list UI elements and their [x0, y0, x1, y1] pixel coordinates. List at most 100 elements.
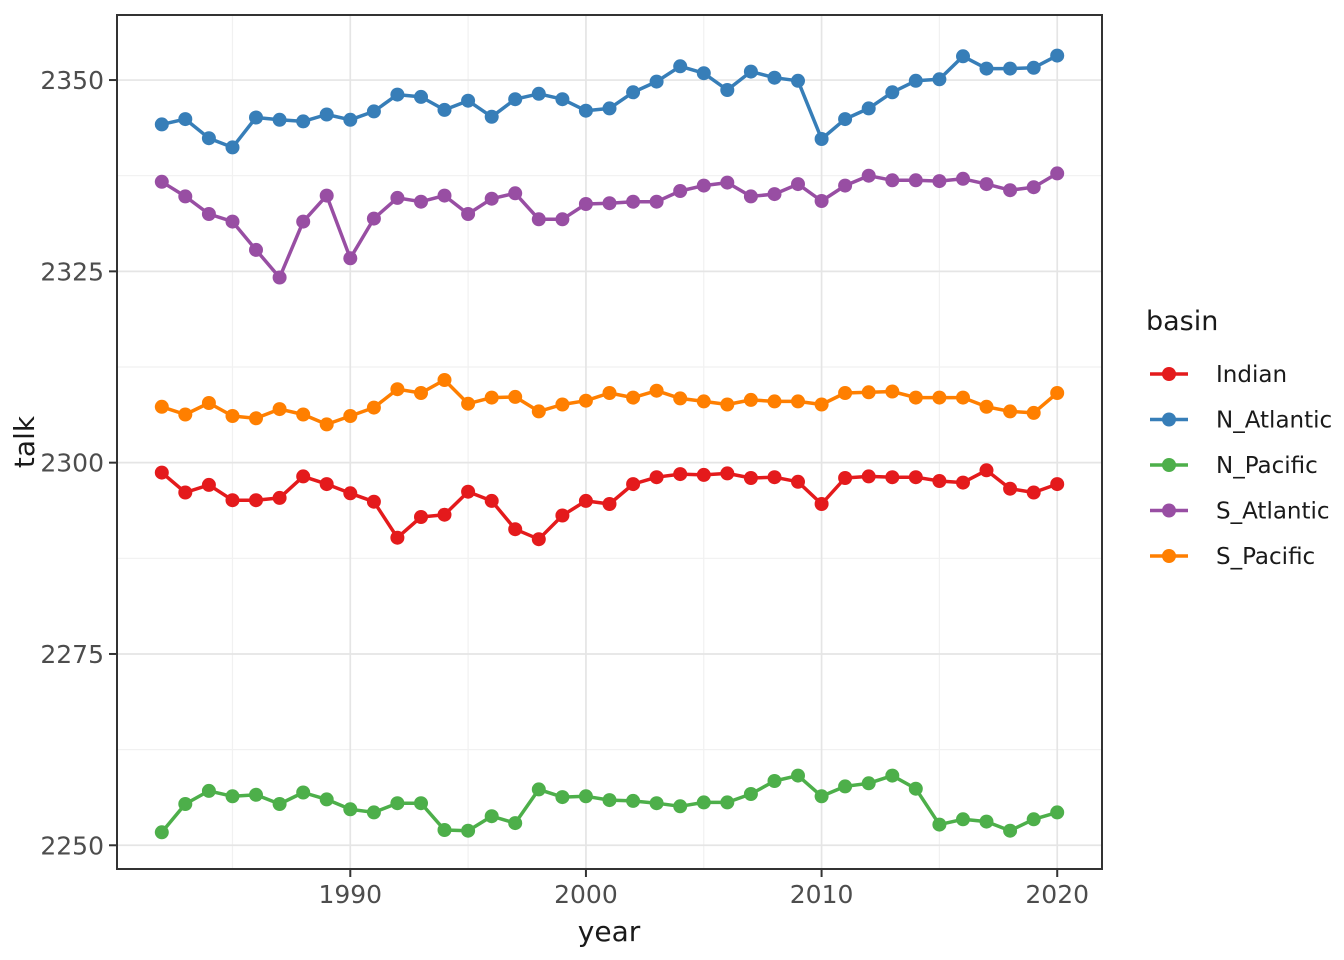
series-S_Atlantic-point	[178, 189, 193, 204]
series-S_Atlantic-point	[673, 184, 688, 198]
series-N_Pacific-point	[319, 792, 334, 807]
series-N_Pacific-point	[814, 789, 829, 804]
series-S_Pacific-point	[484, 390, 499, 405]
series-Indian-point	[414, 510, 428, 524]
series-N_Atlantic-point	[908, 73, 923, 88]
series-N_Pacific-point	[272, 797, 287, 811]
series-S_Atlantic-point	[201, 207, 216, 221]
panel-border	[116, 14, 1103, 870]
series-S_Pacific	[154, 373, 1065, 432]
legend-item-Indian: Indian	[1150, 362, 1287, 388]
legend-title: basin	[1146, 306, 1218, 337]
y-tick-label: 2325	[40, 257, 104, 286]
series-S_Atlantic-point	[437, 188, 452, 203]
legend-item-N_Pacific: N_Pacific	[1150, 453, 1318, 479]
series-S_Pacific-point	[932, 390, 947, 405]
series-Indian-point	[767, 470, 782, 485]
series-S_Atlantic-point	[578, 197, 593, 211]
series-Indian-point	[154, 465, 169, 480]
axis-tick-labels: 1990 2000 2010 2020 2250 2275 2300 2325 2350	[40, 66, 1089, 909]
series-S_Pacific-point	[508, 389, 523, 404]
series-S_Atlantic-point	[343, 251, 358, 266]
series-S_Atlantic	[154, 166, 1065, 285]
x-tick-label: 2020	[1025, 880, 1089, 909]
series-N_Pacific-point	[649, 796, 664, 811]
series-S_Pacific-point	[225, 409, 240, 423]
series-S_Atlantic-point	[508, 186, 523, 201]
legend-item-N_Atlantic: N_Atlantic	[1150, 408, 1332, 434]
series-N_Pacific-point	[437, 823, 452, 837]
series-Indian-point	[555, 508, 570, 523]
series-N_Atlantic-point	[414, 89, 428, 104]
series-N_Atlantic-point	[461, 93, 476, 108]
series-Indian-point	[390, 530, 405, 545]
series-S_Atlantic-point	[979, 177, 994, 192]
legend-key-point	[1162, 503, 1176, 518]
series-N_Pacific-point	[414, 796, 428, 811]
series-S_Pacific-point	[626, 390, 641, 405]
series-N_Atlantic-point	[201, 131, 216, 146]
series-S_Pacific-point	[908, 390, 923, 405]
series-S_Pacific-point	[649, 383, 664, 398]
series-Indian-point	[296, 469, 311, 484]
series-S_Atlantic-point	[743, 189, 758, 204]
series-N_Pacific-point	[885, 768, 900, 783]
series-Indian-point	[908, 470, 923, 485]
series-S_Atlantic-point	[626, 194, 641, 209]
series-S_Pacific-point	[461, 396, 476, 411]
series-S_Pacific-point	[791, 394, 805, 409]
series-Indian-point	[791, 474, 805, 489]
series-N_Atlantic-point	[578, 103, 593, 118]
series-S_Atlantic-point	[814, 194, 829, 208]
series-Indian-point	[720, 466, 735, 481]
series-N_Pacific-point	[791, 768, 805, 783]
series-S_Pacific-point	[319, 417, 334, 432]
series-Indian-point	[602, 497, 617, 511]
series-Indian-point	[932, 474, 947, 488]
legend-item-label: S_Atlantic	[1216, 499, 1330, 525]
legend: basin Indian N_Atlantic N_Pacific S_Atlanti…	[1146, 306, 1332, 570]
series-S_Pacific-point	[1003, 404, 1018, 419]
series-Indian-point	[1050, 477, 1065, 492]
series-Indian-point	[885, 470, 900, 485]
legend-key-point	[1162, 367, 1176, 381]
series-S_Atlantic-point	[531, 212, 546, 227]
series-S_Pacific-point	[249, 411, 263, 426]
y-tick-label: 2300	[40, 449, 104, 478]
series-S_Atlantic-point	[1003, 183, 1018, 198]
series-N_Atlantic-point	[555, 92, 570, 107]
series-S_Atlantic-point	[1026, 180, 1041, 195]
series-S_Pacific-point	[390, 382, 405, 397]
series-N_Pacific-point	[343, 802, 358, 817]
series-Indian-point	[461, 484, 476, 499]
series-N_Atlantic-point	[319, 107, 334, 122]
series-N_Atlantic-point	[1026, 60, 1041, 75]
y-tick-label: 2275	[40, 640, 104, 669]
minor-gridlines	[117, 15, 1102, 869]
series-Indian-point	[1026, 485, 1041, 500]
series-S_Atlantic-point	[649, 194, 664, 209]
series-S_Pacific-point	[767, 394, 782, 409]
series-S_Pacific-point	[885, 384, 900, 399]
series-S_Pacific-point	[696, 394, 711, 409]
legend-item-label: Indian	[1216, 362, 1287, 388]
series-N_Pacific-point	[484, 809, 499, 824]
series-N_Pacific-point	[154, 825, 169, 840]
y-tick-label: 2350	[40, 66, 104, 95]
series-N_Atlantic-point	[838, 112, 853, 127]
series-S_Pacific-point	[296, 407, 311, 422]
series-N_Pacific-point	[366, 805, 381, 820]
series-S_Pacific-point	[743, 392, 758, 407]
plot-panel	[117, 15, 1102, 869]
series-N_Atlantic-point	[296, 114, 311, 129]
series-N_Atlantic-point	[720, 83, 735, 97]
series-N_Pacific-point	[1026, 812, 1041, 827]
series-Indian-point	[508, 522, 523, 537]
series-S_Pacific-point	[154, 399, 169, 414]
axis-ticks	[109, 79, 1059, 877]
x-tick-label: 2000	[554, 880, 618, 909]
series-S_Atlantic-point	[885, 173, 900, 188]
series-N_Atlantic-point	[390, 87, 405, 102]
